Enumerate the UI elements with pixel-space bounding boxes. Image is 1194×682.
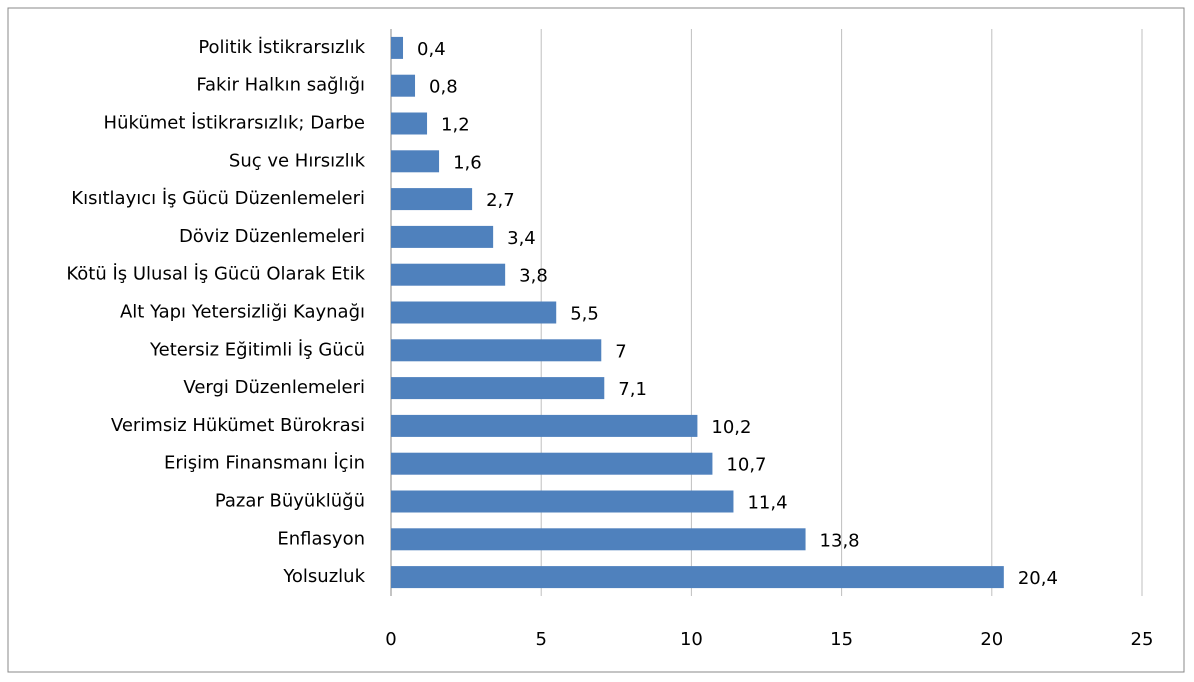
bar [391,566,1004,589]
y-tick-label: Enflasyon [277,528,365,549]
bar [391,301,557,324]
data-label: 10,7 [726,455,766,476]
x-tick-label: 20 [980,629,1003,650]
y-tick-label: Döviz Düzenlemeleri [179,226,365,247]
y-tick-label: Yetersiz Eğitimli İş Gücü [149,339,365,360]
y-tick-label: Verimsiz Hükümet Bürokrasi [111,415,365,436]
data-label: 3,4 [507,228,536,249]
data-label: 10,2 [711,417,751,438]
data-label: 7 [615,341,626,362]
y-tick-label: Yolsuzluk [282,566,365,587]
bar [391,339,602,362]
data-label: 5,5 [570,304,599,325]
data-label: 0,4 [417,39,446,60]
y-tick-label: Alt Yapı Yetersizliği Kaynağı [120,302,365,323]
data-label: 0,8 [429,77,458,98]
bar [391,528,806,551]
bar [391,452,713,475]
bar [391,414,698,437]
bar [391,225,494,248]
y-tick-label: Vergi Düzenlemeleri [183,377,365,398]
y-tick-label: Pazar Büyüklüğü [215,491,365,512]
y-tick-label: Erişim Finansmanı İçin [164,453,365,474]
bar [391,263,506,286]
data-label: 7,1 [618,379,647,400]
bar [391,490,734,513]
y-tick-label: Politik İstikrarsızlık [198,37,365,58]
y-tick-label: Kötü İş Ulusal İş Gücü Olarak Etik [66,264,365,285]
data-label: 3,8 [519,266,548,287]
x-tick-label: 15 [830,629,853,650]
y-tick-label: Suç ve Hırsızlık [229,150,366,171]
x-tick-label: 0 [385,629,396,650]
bar [391,377,605,400]
x-tick-label: 5 [535,629,546,650]
data-label: 1,6 [453,152,482,173]
bar [391,74,416,97]
bar [391,188,473,211]
bar [391,36,404,59]
data-label: 13,8 [820,530,860,551]
bar [391,150,440,173]
y-tick-label: Hükümet İstikrarsızlık; Darbe [104,113,365,134]
y-tick-label: Fakir Halkın sağlığı [196,75,365,96]
data-label: 2,7 [486,190,515,211]
data-label: 20,4 [1018,568,1058,589]
x-tick-label: 25 [1131,629,1154,650]
y-tick-label: Kısıtlayıcı İş Gücü Düzenlemeleri [71,188,365,209]
x-tick-label: 10 [680,629,703,650]
data-label: 1,2 [441,115,470,136]
data-label: 11,4 [747,493,787,514]
bar [391,112,428,135]
